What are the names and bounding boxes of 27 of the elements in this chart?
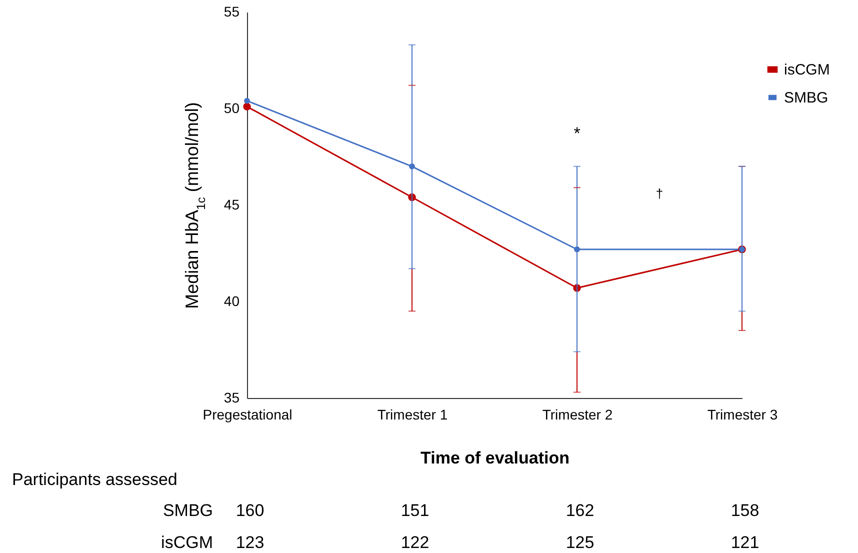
annotation: † [656, 186, 664, 201]
legend-label: SMBG [784, 90, 828, 106]
annotation: * [574, 124, 581, 143]
x-tick-label: Trimester 2 [542, 406, 613, 422]
text: 151 [400, 501, 430, 520]
x-axis-title: Time of evaluation [420, 448, 570, 468]
text: 125 [566, 533, 594, 552]
x-tick-label: Trimester 3 [707, 406, 778, 422]
y-tick-label: 50 [224, 100, 240, 116]
point [244, 98, 250, 104]
text: SMBG [162, 501, 213, 520]
point [243, 102, 251, 110]
y-tick-label: 40 [224, 293, 240, 309]
text: 160 [236, 501, 264, 520]
text: 162 [566, 501, 594, 520]
y-tick-label: 35 [224, 390, 240, 406]
text: isCGM [161, 533, 213, 552]
text: 158 [730, 501, 760, 520]
y-tick-label: 55 [224, 4, 240, 20]
text: 121 [730, 533, 760, 552]
legend-label: isCGM [784, 62, 830, 78]
text: 123 [236, 533, 264, 552]
x-tick-label: Pregestational [202, 406, 292, 422]
x-tick-label: Trimester 1 [377, 406, 448, 422]
y-tick-label: 45 [224, 196, 240, 212]
text: Participants assessed [12, 470, 178, 489]
text: 122 [400, 533, 430, 552]
